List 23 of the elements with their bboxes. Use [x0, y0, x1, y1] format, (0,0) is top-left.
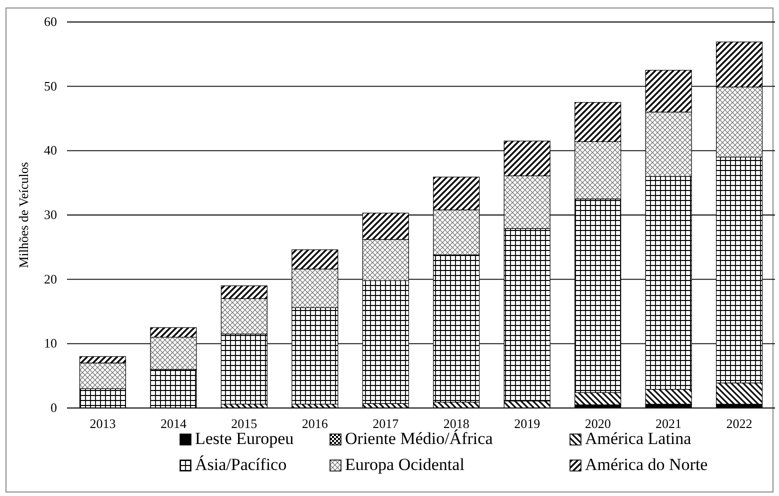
x-tick-label: 2020 — [584, 416, 611, 431]
y-tick-label: 60 — [44, 14, 57, 29]
y-tick-label: 10 — [44, 336, 57, 351]
y-axis-title: Milhões de Veículos — [16, 162, 31, 268]
x-tick-label: 2015 — [231, 416, 258, 431]
x-tick-label: 2022 — [726, 416, 752, 431]
legend-label: América Latina — [585, 429, 692, 448]
legend-label: Ásia/Pacífico — [195, 455, 287, 474]
x-tick-label: 2013 — [90, 416, 116, 431]
y-tick-label: 20 — [44, 271, 57, 286]
x-tick-label: 2021 — [656, 416, 682, 431]
legend-label: Leste Europeu — [195, 429, 294, 448]
y-tick-label: 0 — [50, 400, 57, 415]
legend-label: Oriente Médio/África — [345, 429, 494, 448]
x-tick-label: 2016 — [302, 416, 328, 431]
x-tick-label: 2014 — [160, 416, 187, 431]
legend-label: América do Norte — [585, 455, 708, 474]
y-tick-label: 30 — [44, 207, 57, 222]
y-tick-label: 50 — [44, 78, 57, 94]
legend-label: Europa Ocidental — [345, 455, 465, 474]
x-tick-label: 2019 — [514, 416, 540, 431]
y-tick-label: 40 — [44, 142, 57, 158]
x-tick-label: 2017 — [372, 416, 400, 431]
